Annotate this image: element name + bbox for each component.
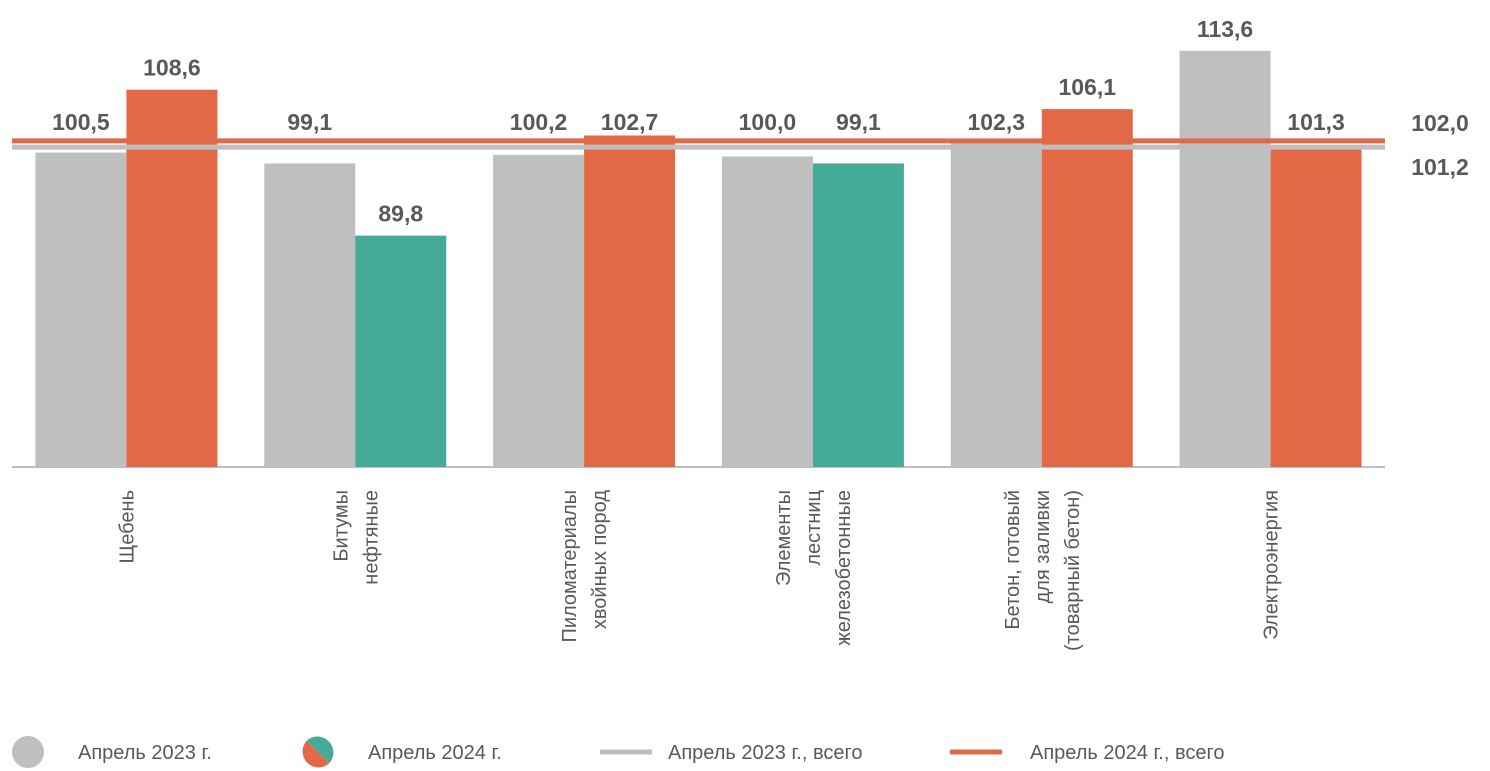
value-label: 108,6 [143,55,201,81]
legend-swatch [302,740,330,768]
bar [584,135,676,467]
bar [355,235,447,467]
x-tick-label: Щебень [116,490,138,563]
x-tick-label: лестниц [803,490,825,566]
bar [1179,50,1271,468]
legend-swatch [12,736,44,768]
bar [35,152,127,467]
value-label: 99,1 [836,109,881,135]
x-tick-label: Элементы [773,490,795,586]
legend-label: Апрель 2023 г., всего [668,742,862,764]
bar [264,163,356,467]
value-label: 100,5 [52,109,110,135]
x-tick-label: Электроэнергия [1261,490,1283,640]
x-tick-label: хвойных пород [589,490,611,629]
x-tick-label: нефтяные [360,490,382,585]
x-tick-label: Бетон, готовый [1002,490,1024,630]
bar [1041,109,1133,467]
x-tick-label: для заливки [1032,490,1054,603]
legend-label: Апрель 2023 г. [78,742,212,764]
x-tick-label: Битумы [330,490,352,562]
value-label: 89,8 [378,201,423,227]
value-label: 113,6 [1197,16,1253,42]
value-label: 101,3 [1287,109,1345,135]
reference-label: 102,0 [1411,110,1469,136]
value-label: 100,0 [739,109,797,135]
value-label: 99,1 [287,109,332,135]
bar [1270,146,1362,467]
value-label: 102,3 [967,109,1025,135]
value-label: 102,7 [601,109,659,135]
legend-swatch [306,736,334,764]
bar [950,138,1042,467]
x-tick-label: железобетонные [833,490,855,646]
legend-label: Апрель 2024 г., всего [1030,742,1224,764]
legend-label: Апрель 2024 г. [368,742,502,764]
reference-label: 101,2 [1411,154,1469,180]
value-label: 100,2 [510,109,568,135]
x-tick-label: Пиломатериалы [559,490,581,643]
x-tick-label: (товарный бетон) [1062,490,1084,651]
bar [721,156,813,468]
bar [126,89,218,468]
bar [812,163,904,467]
value-label: 106,1 [1058,74,1116,100]
bar [493,154,585,467]
